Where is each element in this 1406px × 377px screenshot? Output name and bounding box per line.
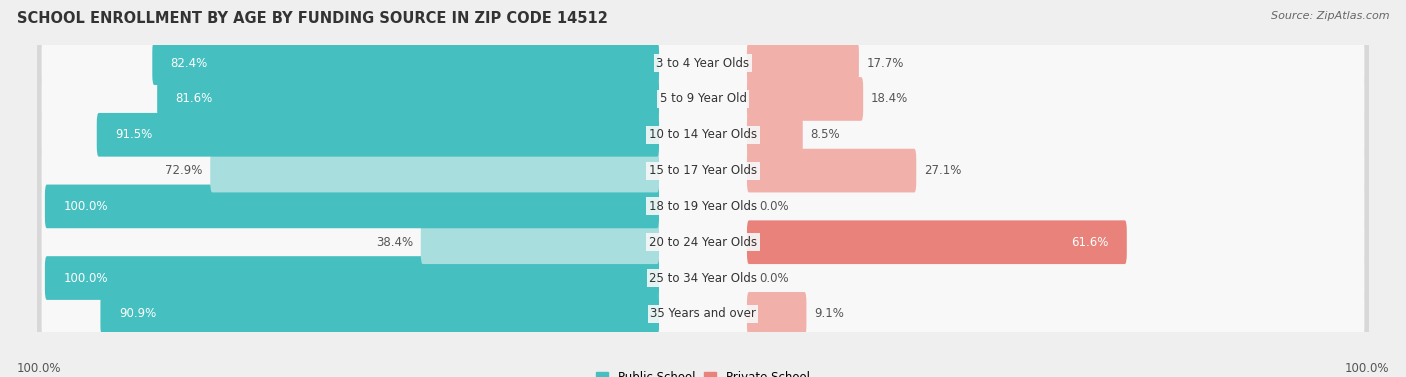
FancyBboxPatch shape bbox=[747, 113, 803, 156]
Text: 20 to 24 Year Olds: 20 to 24 Year Olds bbox=[650, 236, 756, 249]
FancyBboxPatch shape bbox=[42, 40, 1364, 86]
Text: 35 Years and over: 35 Years and over bbox=[650, 307, 756, 320]
Text: 38.4%: 38.4% bbox=[375, 236, 413, 249]
FancyBboxPatch shape bbox=[37, 139, 1369, 202]
FancyBboxPatch shape bbox=[152, 41, 659, 85]
FancyBboxPatch shape bbox=[45, 185, 659, 228]
FancyBboxPatch shape bbox=[747, 292, 807, 336]
Text: 8.5%: 8.5% bbox=[811, 128, 841, 141]
Legend: Public School, Private School: Public School, Private School bbox=[592, 366, 814, 377]
Text: 18 to 19 Year Olds: 18 to 19 Year Olds bbox=[650, 200, 756, 213]
Text: 9.1%: 9.1% bbox=[814, 307, 844, 320]
Text: 27.1%: 27.1% bbox=[924, 164, 962, 177]
Text: 100.0%: 100.0% bbox=[17, 362, 62, 375]
FancyBboxPatch shape bbox=[747, 77, 863, 121]
FancyBboxPatch shape bbox=[42, 147, 1364, 194]
FancyBboxPatch shape bbox=[37, 175, 1369, 238]
FancyBboxPatch shape bbox=[37, 211, 1369, 274]
FancyBboxPatch shape bbox=[42, 291, 1364, 337]
FancyBboxPatch shape bbox=[42, 255, 1364, 301]
FancyBboxPatch shape bbox=[42, 183, 1364, 230]
Text: 15 to 17 Year Olds: 15 to 17 Year Olds bbox=[650, 164, 756, 177]
Text: SCHOOL ENROLLMENT BY AGE BY FUNDING SOURCE IN ZIP CODE 14512: SCHOOL ENROLLMENT BY AGE BY FUNDING SOUR… bbox=[17, 11, 607, 26]
FancyBboxPatch shape bbox=[37, 67, 1369, 130]
FancyBboxPatch shape bbox=[42, 76, 1364, 122]
Text: 81.6%: 81.6% bbox=[176, 92, 212, 106]
Text: 100.0%: 100.0% bbox=[63, 271, 108, 285]
Text: Source: ZipAtlas.com: Source: ZipAtlas.com bbox=[1271, 11, 1389, 21]
FancyBboxPatch shape bbox=[37, 282, 1369, 345]
FancyBboxPatch shape bbox=[420, 221, 659, 264]
Text: 0.0%: 0.0% bbox=[759, 200, 789, 213]
Text: 17.7%: 17.7% bbox=[866, 57, 904, 70]
Text: 90.9%: 90.9% bbox=[118, 307, 156, 320]
FancyBboxPatch shape bbox=[211, 149, 659, 192]
Text: 82.4%: 82.4% bbox=[170, 57, 208, 70]
FancyBboxPatch shape bbox=[42, 112, 1364, 158]
Text: 25 to 34 Year Olds: 25 to 34 Year Olds bbox=[650, 271, 756, 285]
Text: 91.5%: 91.5% bbox=[115, 128, 152, 141]
FancyBboxPatch shape bbox=[157, 77, 659, 121]
FancyBboxPatch shape bbox=[747, 221, 1126, 264]
FancyBboxPatch shape bbox=[37, 247, 1369, 310]
Text: 18.4%: 18.4% bbox=[872, 92, 908, 106]
Text: 5 to 9 Year Old: 5 to 9 Year Old bbox=[659, 92, 747, 106]
Text: 0.0%: 0.0% bbox=[759, 271, 789, 285]
Text: 61.6%: 61.6% bbox=[1071, 236, 1108, 249]
FancyBboxPatch shape bbox=[100, 292, 659, 336]
FancyBboxPatch shape bbox=[42, 219, 1364, 265]
Text: 100.0%: 100.0% bbox=[1344, 362, 1389, 375]
FancyBboxPatch shape bbox=[37, 103, 1369, 166]
FancyBboxPatch shape bbox=[747, 149, 917, 192]
FancyBboxPatch shape bbox=[97, 113, 659, 156]
Text: 3 to 4 Year Olds: 3 to 4 Year Olds bbox=[657, 57, 749, 70]
Text: 72.9%: 72.9% bbox=[165, 164, 202, 177]
Text: 10 to 14 Year Olds: 10 to 14 Year Olds bbox=[650, 128, 756, 141]
Text: 100.0%: 100.0% bbox=[63, 200, 108, 213]
FancyBboxPatch shape bbox=[37, 32, 1369, 95]
FancyBboxPatch shape bbox=[45, 256, 659, 300]
FancyBboxPatch shape bbox=[747, 41, 859, 85]
